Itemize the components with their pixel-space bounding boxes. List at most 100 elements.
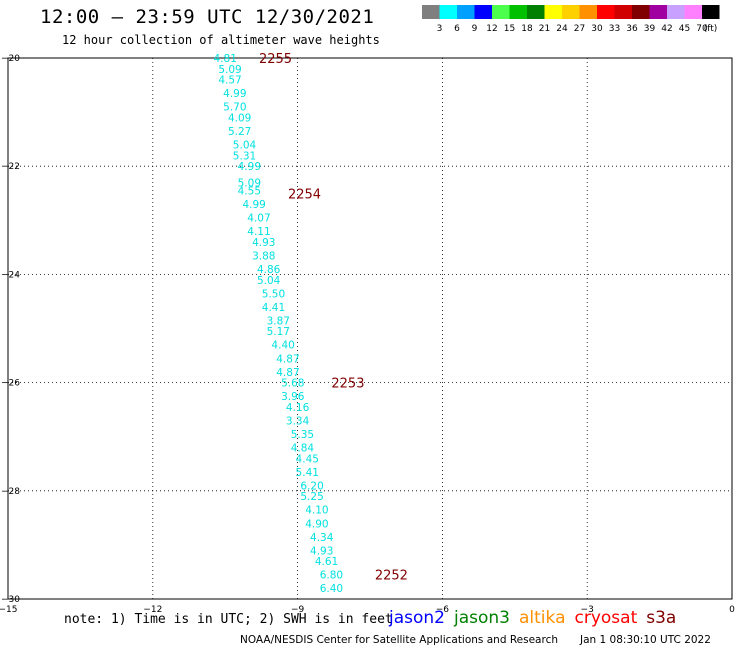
colorbar-swatch	[684, 5, 702, 19]
satellite-legend: jason2 jason3 altika cryosat s3a	[389, 608, 685, 628]
colorbar-swatch	[422, 5, 440, 19]
colorbar-tick-label: 36	[626, 24, 638, 34]
wave-height-point: 4.87	[276, 353, 299, 365]
colorbar-tick-label: 15	[504, 24, 515, 34]
wave-height-point: 3.96	[281, 391, 305, 403]
wave-height-point: 4.40	[271, 340, 294, 352]
x-tick-label: −9	[291, 605, 305, 615]
wave-height-point: 4.34	[310, 532, 334, 544]
colorbar-swatch	[492, 5, 510, 19]
colorbar-swatch	[597, 5, 615, 19]
x-tick-label: 0	[729, 605, 735, 615]
wave-height-point: 4.99	[223, 88, 246, 100]
satellite-jason3: jason3	[454, 608, 510, 628]
satellite-s3a: s3a	[646, 608, 677, 628]
colorbar-tick-label: 6	[454, 24, 460, 34]
colorbar-tick-label: 21	[539, 24, 550, 34]
wave-height-point: 5.09	[218, 64, 241, 76]
colorbar-swatch	[614, 5, 632, 19]
colorbar-swatch	[509, 5, 527, 19]
colorbar-swatch	[579, 5, 597, 19]
colorbar-tick-label: 33	[609, 24, 620, 34]
wave-height-point: 5.09	[238, 177, 261, 189]
y-tick-label: −22	[1, 162, 20, 172]
colorbar-tick-label: 45	[679, 24, 690, 34]
credit-line: NOAA/NESDIS Center for Satellite Applica…	[240, 634, 558, 646]
plot-frame	[7, 57, 733, 600]
pass-time-label: 2254	[288, 187, 321, 202]
colorbar-swatch	[667, 5, 685, 19]
colorbar-swatch	[562, 5, 580, 19]
wave-height-point: 6.20	[300, 480, 323, 492]
colorbar-tick-label: 12	[486, 24, 497, 34]
colorbar-tick-label: 42	[661, 24, 672, 34]
wave-height-point: 5.50	[262, 288, 285, 300]
wave-height-point: 5.04	[233, 140, 257, 152]
wave-height-point: 6.80	[320, 570, 343, 582]
colorbar-tick-label: 39	[644, 24, 656, 34]
wave-height-point: 5.31	[233, 150, 256, 162]
wave-height-point: 4.11	[247, 226, 270, 238]
x-tick-label: −3	[581, 605, 594, 615]
wave-height-point: 3.87	[267, 315, 290, 327]
wave-height-point: 4.86	[257, 264, 281, 276]
colorbar-tick-label: 30	[591, 24, 603, 34]
y-tick-label: −28	[1, 487, 20, 497]
wave-height-point: 4.57	[218, 75, 241, 87]
pass-time-label: 2255	[259, 52, 292, 67]
x-tick-label: −6	[436, 605, 450, 615]
wave-height-point: 5.70	[223, 102, 246, 114]
color-legend: 3 6 9 12 15 18 21 24 27 30 33 36 39 42 45 70(ft)	[422, 5, 720, 34]
wave-height-point: 5.17	[267, 326, 290, 338]
x-tick-label: −15	[0, 605, 18, 615]
wave-height-point: 4.93	[252, 237, 275, 249]
y-tick-label: −24	[1, 270, 20, 280]
wave-height-point: 4.16	[286, 402, 310, 414]
wave-height-point: 4.55	[238, 186, 261, 198]
wave-height-point: 4.81	[214, 53, 237, 65]
colorbar-tick-label: 27	[574, 24, 585, 34]
colorbar-swatch	[527, 5, 545, 19]
x-tick-label: −12	[143, 605, 162, 615]
pass-time-label: 2253	[331, 377, 364, 392]
satellite-jason2: jason2	[389, 608, 445, 628]
y-tick-label: −20	[1, 54, 20, 64]
colorbar-tick-label: 70	[696, 24, 708, 34]
colorbar-swatch	[632, 5, 650, 19]
colorbar-swatch	[649, 5, 667, 19]
wave-height-point: 4.07	[247, 213, 270, 225]
wave-height-point: 5.25	[300, 491, 323, 503]
wave-height-point: 4.99	[242, 199, 265, 211]
y-tick-label: −26	[1, 379, 20, 389]
wave-height-point: 5.04	[257, 275, 281, 287]
colorbar-swatch	[474, 5, 492, 19]
wave-height-point: 4.41	[262, 302, 285, 314]
satellite-altika: altika	[519, 608, 566, 628]
satellite-cryosat: cryosat	[574, 608, 638, 628]
wave-height-point: 4.61	[315, 556, 338, 568]
colorbar-swatch	[457, 5, 475, 19]
wave-height-point: 4.93	[310, 545, 333, 557]
wave-height-point: 5.68	[281, 378, 304, 390]
colorbar-tick-label: 3	[437, 24, 443, 34]
wave-height-point: 4.99	[238, 161, 261, 173]
wave-height-point: 4.09	[228, 113, 251, 125]
wave-height-point: 4.84	[291, 443, 315, 455]
y-tick-label: −30	[1, 595, 20, 605]
generated-timestamp: Jan 1 08:30:10 UTC 2022	[580, 634, 711, 646]
wave-height-point: 4.90	[305, 518, 328, 530]
colorbar-tick-label: 18	[521, 24, 533, 34]
chart-title: 12:00 – 23:59 UTC 12/30/2021	[40, 6, 375, 28]
wave-height-point: 5.41	[296, 467, 319, 479]
wave-height-point: 6.40	[320, 583, 343, 595]
colorbar-tick-label: 9	[472, 24, 478, 34]
colorbar-swatch	[439, 5, 457, 19]
wave-height-point: 3.88	[252, 250, 275, 262]
wave-height-point: 4.10	[305, 505, 328, 517]
pass-time-label: 2252	[375, 569, 408, 584]
wave-height-point: 4.45	[296, 453, 319, 465]
wave-height-point: 5.27	[228, 126, 251, 138]
colorbar-swatch	[702, 5, 720, 19]
chart-subtitle: 12 hour collection of altimeter wave hei…	[62, 33, 380, 47]
